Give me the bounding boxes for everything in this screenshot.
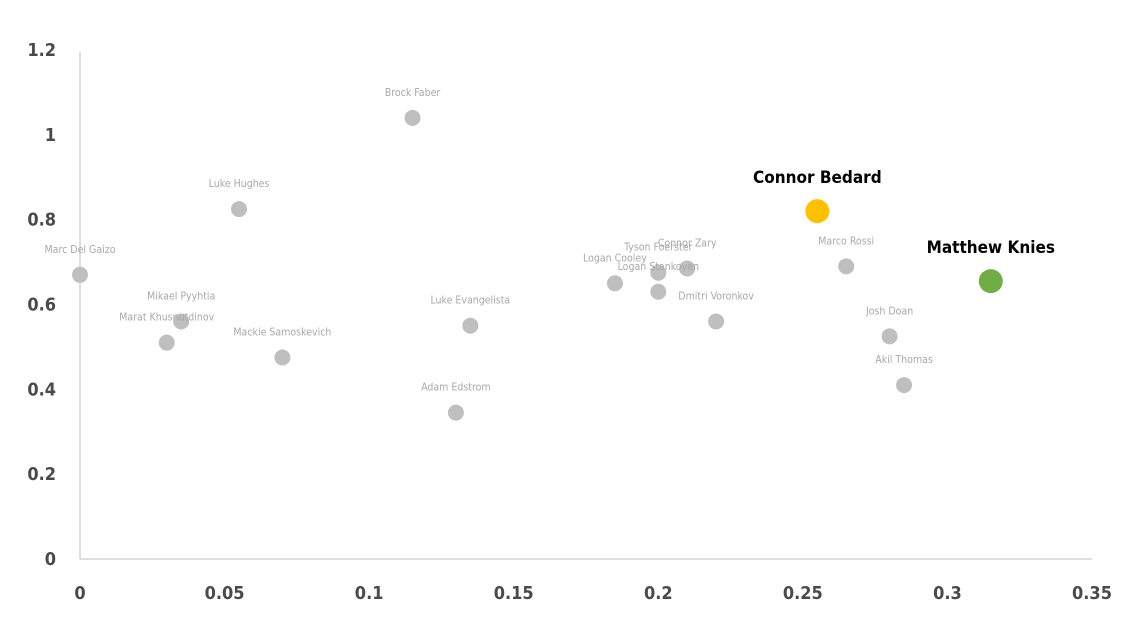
data-point	[838, 258, 855, 275]
data-point	[881, 328, 898, 345]
data-point	[404, 109, 421, 126]
x-tick-label: 0.1	[355, 583, 384, 604]
point-label: Adam Edstrom	[421, 382, 491, 394]
x-tick-label: 0.05	[205, 583, 245, 604]
highlight-point	[978, 269, 1003, 294]
y-tick-label: 0.4	[27, 379, 56, 400]
point-label: Connor Zary	[658, 237, 717, 249]
x-tick-label: 0.35	[1072, 583, 1112, 604]
point-label: Mackie Samoskevich	[233, 327, 331, 339]
data-point	[708, 313, 725, 330]
y-tick-label: 0.6	[27, 295, 56, 316]
highlight-label: Connor Bedard	[753, 168, 882, 188]
data-points	[72, 109, 1003, 421]
highlight-point	[805, 199, 830, 224]
y-tick-labels: 0 0.2 0.4 0.6 0.8 1 1.2	[27, 40, 56, 570]
data-point	[274, 349, 291, 366]
point-label: Luke Evangelista	[430, 295, 510, 307]
x-tick-label: 0	[74, 583, 85, 604]
point-label: Brock Faber	[385, 87, 441, 99]
highlight-label: Matthew Knies	[927, 238, 1055, 258]
point-label: Akil Thomas	[875, 354, 933, 366]
x-tick-label: 0.2	[644, 583, 673, 604]
x-tick-label: 0.15	[494, 583, 534, 604]
point-label: Dmitri Voronkov	[678, 290, 754, 302]
point-label: Marat Khusnutdinov	[119, 312, 214, 324]
point-label: Marc Del Gaizo	[45, 244, 116, 256]
x-tick-label: 0.25	[783, 583, 823, 604]
point-label: Logan Stankoven	[618, 261, 699, 273]
data-point	[606, 275, 623, 292]
y-tick-label: 0.2	[27, 464, 56, 485]
data-point	[231, 201, 248, 218]
point-label: Mikael Pyyhtia	[147, 290, 215, 302]
point-labels: Marc Del Gaizo Luke Hughes Mikael Pyyhtia M…	[45, 87, 1055, 394]
axes	[79, 52, 1092, 560]
point-label: Tyson Foerster	[623, 242, 692, 254]
data-point	[462, 317, 479, 334]
point-label: Logan Cooley	[583, 252, 647, 264]
point-label: Luke Hughes	[209, 178, 270, 190]
data-point	[650, 264, 667, 281]
y-tick-label: 1.2	[27, 40, 56, 61]
data-point	[650, 283, 667, 300]
y-tick-label: 1	[45, 125, 56, 146]
data-point	[72, 266, 88, 283]
data-point	[679, 260, 696, 277]
x-tick-label: 0.3	[933, 583, 962, 604]
point-label: Josh Doan	[865, 305, 913, 317]
data-point	[173, 313, 190, 330]
data-point	[447, 404, 464, 421]
data-point	[896, 377, 913, 394]
data-point	[158, 334, 175, 351]
y-tick-label: 0	[45, 549, 56, 570]
x-tick-labels: 0 0.05 0.1 0.15 0.2 0.25 0.3 0.35	[74, 583, 1112, 604]
y-tick-label: 0.8	[27, 210, 56, 231]
point-label: Marco Rossi	[818, 235, 874, 247]
